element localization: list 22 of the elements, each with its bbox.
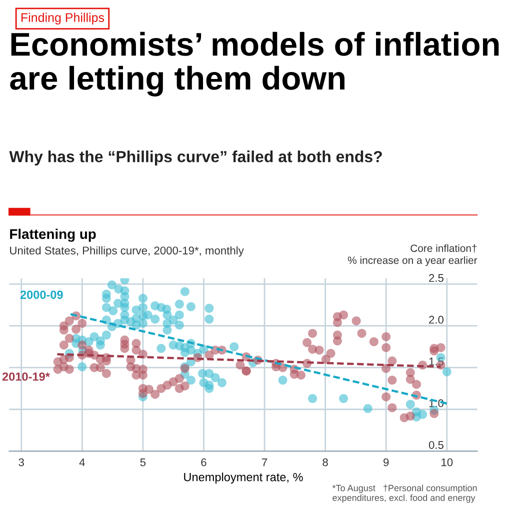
y-axis-title: Core inflation† % increase on a year earlier [348, 244, 478, 266]
x-tick-label: 4 [79, 458, 85, 466]
y-tick-label: 2.5 [429, 274, 444, 282]
x-axis-title: Unemployment rate, % [184, 472, 303, 484]
chart-title: Economists’ models of inflation are letting them down [10, 32, 499, 96]
series-label: 2010-19* [2, 372, 50, 381]
x-tick-label: 9 [384, 458, 389, 466]
text: United States, Phillips curve, 2000-19*, monthly [10, 246, 244, 257]
x-tick-label: 7 [262, 458, 268, 466]
text: 2000-09 [20, 290, 63, 299]
text: *To August †Personal consumption expenditures, excl. food and energy [332, 484, 477, 503]
x-tick-label: 5 [140, 458, 146, 466]
y-tick-label: 0.5 [428, 441, 444, 449]
text: Finding Phillips [21, 12, 104, 24]
text: Flattening up [10, 228, 96, 242]
chart-subtitle: Why has the “Phillips curve” failed at both ends? [9, 150, 382, 166]
x-tick-label: 8 [322, 458, 328, 466]
x-tick-label: 3 [18, 458, 24, 466]
y-tick-label: 1.5 [429, 358, 444, 366]
y-tick-label: 2.0 [429, 316, 444, 324]
x-tick-label: 6 [201, 458, 206, 466]
x-tick-label: 10 [442, 458, 453, 466]
